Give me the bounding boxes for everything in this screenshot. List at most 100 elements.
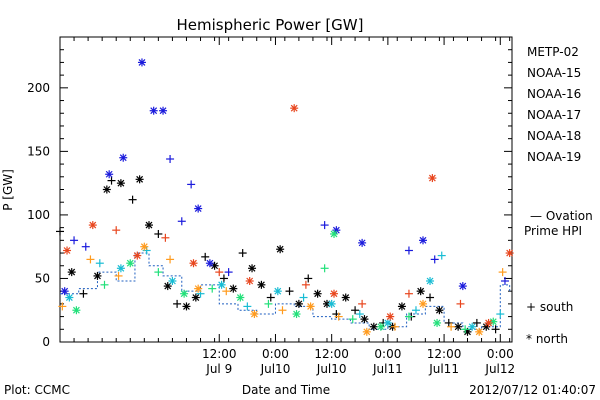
point-noaa-18-north — [250, 310, 259, 319]
point-metp-02-north — [435, 306, 444, 315]
point-noaa-19-north — [63, 246, 72, 255]
legend-metp-02: METP-02 — [527, 45, 579, 59]
point-noaa-15-south — [430, 255, 439, 264]
point-noaa-15-north — [358, 238, 367, 247]
point-metp-02-north — [360, 315, 369, 324]
star-d2 — [246, 277, 254, 285]
star-d2 — [384, 319, 392, 327]
point-metp-02-north — [257, 280, 266, 289]
star-d2 — [126, 259, 134, 267]
x-tick-label-time: 12:00 — [202, 347, 237, 361]
point-metp-02-south — [56, 227, 64, 236]
point-metp-02-south — [219, 274, 228, 283]
star-d2 — [330, 230, 338, 238]
star-d2 — [386, 313, 394, 321]
y-axis-ticks: 0 50 100 150 200 — [27, 36, 512, 349]
y-tick-label: 150 — [27, 144, 50, 158]
star-d2 — [361, 315, 368, 323]
legend-ovation-line1: — Ovation — [530, 209, 593, 223]
point-noaa-17-south — [154, 268, 163, 277]
point-noaa-15-north — [60, 287, 69, 296]
point-noaa-15-north — [458, 282, 467, 291]
point-noaa-18-south — [58, 302, 67, 311]
legend-noaa-19: NOAA-19 — [527, 150, 581, 164]
star-d2 — [419, 300, 427, 308]
x-tick-label-date: Jul12 — [484, 362, 515, 376]
point-metp-02-north — [416, 287, 425, 296]
x-tick-label-date: Jul 9 — [205, 362, 232, 376]
point-metp-02-north — [182, 302, 191, 311]
point-noaa-19-north — [189, 259, 198, 268]
point-noaa-19-south — [301, 280, 310, 289]
point-noaa-15-south — [166, 155, 175, 163]
y-tick-label: 100 — [27, 208, 50, 222]
star-d2 — [206, 259, 214, 267]
legend-noaa-17: NOAA-17 — [527, 108, 581, 122]
point-metp-02-north — [341, 293, 350, 302]
point-noaa-17-north — [126, 259, 135, 268]
point-noaa-19-north — [484, 318, 493, 327]
legend-noaa-18: NOAA-18 — [527, 129, 581, 143]
star-d2 — [168, 277, 176, 285]
point-noaa-17-north — [180, 289, 189, 298]
star-d2 — [117, 264, 125, 272]
point-noaa-16-south — [496, 310, 505, 319]
point-noaa-18-south — [390, 322, 399, 331]
point-metp-02-south — [238, 249, 247, 258]
point-metp-02-north — [276, 245, 285, 254]
point-metp-02-south — [201, 252, 210, 261]
point-noaa-19-north — [290, 104, 299, 113]
star-d2 — [314, 290, 322, 298]
point-noaa-17-north — [236, 293, 245, 302]
point-noaa-19-south — [161, 233, 170, 242]
point-noaa-16-south — [411, 306, 420, 315]
star-d2 — [63, 247, 71, 254]
star-d2 — [194, 285, 202, 293]
point-noaa-19-north — [505, 249, 514, 258]
star-d2 — [293, 310, 300, 318]
point-noaa-15-north — [149, 106, 158, 115]
star-d2 — [119, 154, 127, 162]
star-d2 — [506, 249, 514, 257]
legend-south-symbol: + south — [526, 300, 573, 314]
point-metp-02-north — [397, 302, 406, 311]
point-noaa-15-south — [224, 268, 233, 277]
star-d2 — [218, 281, 226, 289]
point-noaa-19-north — [330, 289, 339, 298]
star-d2 — [103, 186, 111, 193]
point-noaa-15-north — [105, 170, 114, 179]
point-noaa-16-south — [243, 302, 252, 311]
star-d2 — [145, 221, 153, 229]
y-tick-label: 50 — [35, 271, 50, 285]
legend-ovation-line2: Prime HPI — [524, 224, 582, 238]
point-noaa-18-north — [140, 242, 149, 251]
point-noaa-18-north — [419, 299, 428, 308]
point-noaa-16-north — [168, 277, 177, 285]
point-metp-02-north — [93, 271, 102, 280]
point-noaa-17-north — [376, 322, 385, 331]
point-noaa-16-north — [426, 277, 435, 285]
point-noaa-16-south — [95, 259, 104, 268]
point-noaa-17-north — [433, 318, 442, 327]
point-noaa-15-north — [419, 236, 428, 245]
star-d2 — [61, 287, 69, 295]
point-noaa-17-south — [320, 264, 329, 273]
ovation-hpi-line — [60, 252, 511, 330]
star-d2 — [159, 107, 167, 115]
point-noaa-15-south — [177, 217, 186, 226]
point-noaa-16-north — [65, 293, 74, 302]
point-noaa-19-north — [88, 221, 97, 230]
point-metp-02-north — [454, 322, 463, 331]
point-noaa-19-south — [404, 289, 413, 298]
y-tick-label: 200 — [27, 81, 50, 95]
point-noaa-18-south — [222, 287, 231, 296]
point-metp-02-north — [369, 322, 378, 331]
star-d2 — [454, 323, 462, 331]
point-noaa-19-north — [428, 174, 437, 183]
point-noaa-18-south — [86, 255, 95, 264]
point-noaa-15-north — [194, 204, 203, 213]
star-d2 — [150, 107, 158, 115]
y-tick-label: 0 — [42, 335, 50, 349]
star-d2 — [248, 264, 256, 272]
